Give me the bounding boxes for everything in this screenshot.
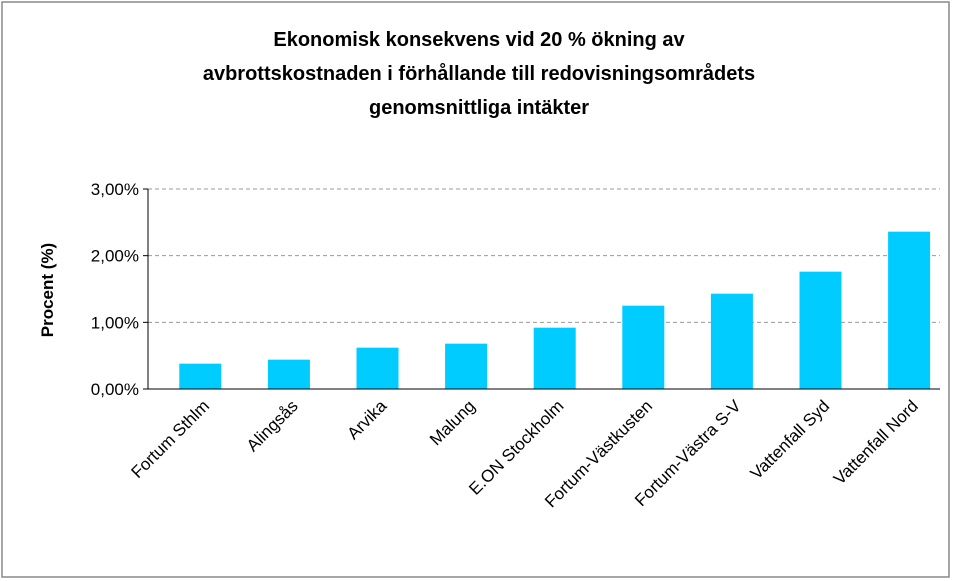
y-tick-label: 1,00% [91,313,139,332]
y-tick-label: 2,00% [91,247,139,266]
bar [179,363,222,389]
y-tick-label: 0,00% [91,380,139,399]
bar [267,359,310,389]
bar [799,271,842,389]
bar [533,327,576,389]
bar [710,293,753,389]
bar [356,347,399,389]
chart-title: genomsnittliga intäkter [369,97,589,119]
bar [445,343,488,389]
y-tick-label: 3,00% [91,180,139,199]
chart-title: avbrottskostnaden i förhållande till red… [203,62,755,85]
chart-title: Ekonomisk konsekvens vid 20 % ökning av [273,29,685,51]
bar [622,305,665,389]
bar [888,231,931,389]
y-axis-label: Procent (%) [38,243,57,337]
